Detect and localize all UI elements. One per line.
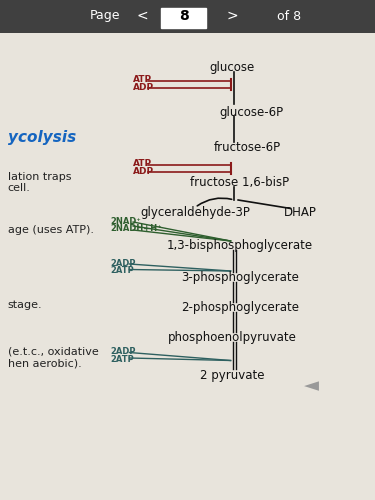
Text: fructose 1,6-bisP: fructose 1,6-bisP: [190, 176, 290, 189]
Text: 1,3-bisphosphoglycerate: 1,3-bisphosphoglycerate: [167, 238, 313, 252]
Text: age (uses ATP).: age (uses ATP).: [8, 225, 93, 235]
Text: (e.t.c., oxidative
hen aerobic).: (e.t.c., oxidative hen aerobic).: [8, 346, 98, 368]
Text: Page: Page: [90, 10, 120, 22]
Bar: [0, 0, 375, 32]
Text: glyceraldehyde-3P: glyceraldehyde-3P: [140, 206, 250, 219]
Text: ycolysis: ycolysis: [8, 130, 76, 145]
Text: 2ADP: 2ADP: [111, 258, 136, 268]
Text: ATP: ATP: [133, 160, 152, 168]
Text: fructose-6P: fructose-6P: [214, 141, 281, 154]
Text: 8: 8: [179, 9, 189, 23]
Text: 2ATP: 2ATP: [111, 354, 134, 364]
Text: 2ADP: 2ADP: [111, 347, 136, 356]
Text: 2ATP: 2ATP: [111, 266, 134, 275]
Text: 2NAD⁺: 2NAD⁺: [111, 216, 141, 226]
Text: 2-phosphoglycerate: 2-phosphoglycerate: [181, 301, 299, 314]
Text: <: <: [136, 9, 148, 23]
Text: lation traps
cell.: lation traps cell.: [8, 172, 71, 194]
Text: >: >: [226, 9, 238, 23]
Text: 2NADH+H⁺: 2NADH+H⁺: [111, 224, 162, 233]
Text: stage.: stage.: [8, 300, 42, 310]
Text: 2 pyruvate: 2 pyruvate: [200, 370, 265, 382]
Text: DHAP: DHAP: [284, 206, 316, 219]
Text: glucose: glucose: [210, 61, 255, 74]
Bar: [161, 8, 206, 28]
Text: glucose-6P: glucose-6P: [219, 106, 284, 119]
Text: ADP: ADP: [133, 83, 154, 92]
Text: ADP: ADP: [133, 167, 154, 176]
Text: ◄: ◄: [304, 376, 319, 396]
Text: phosphoenolpyruvate: phosphoenolpyruvate: [168, 331, 297, 344]
Text: 3-phosphoglycerate: 3-phosphoglycerate: [181, 271, 299, 284]
Text: of 8: of 8: [277, 10, 301, 22]
Text: ATP: ATP: [133, 76, 152, 84]
